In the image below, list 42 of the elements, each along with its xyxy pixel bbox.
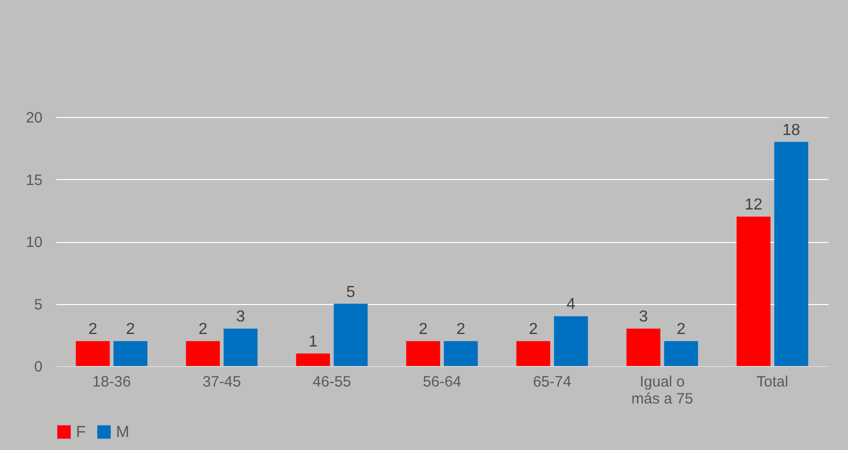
x-tick-label: 65-74 [532, 374, 572, 390]
x-tick-label: 37-45 [202, 374, 241, 390]
x-tick-label: 56-64 [422, 374, 462, 390]
bar [296, 354, 330, 366]
bar [186, 341, 220, 366]
bar [626, 328, 660, 366]
data-label: 1 [308, 334, 318, 351]
data-label: 2 [528, 321, 538, 338]
bar [114, 341, 148, 366]
bar [224, 328, 258, 366]
bar [406, 341, 440, 366]
x-tick-label: 18-36 [92, 374, 131, 390]
x-tick-label: 46-55 [312, 374, 352, 390]
data-label: 2 [126, 321, 135, 338]
data-label: 12 [744, 196, 763, 214]
bar [444, 341, 478, 366]
bar [774, 142, 808, 366]
x-tick-label: Total [756, 374, 788, 390]
x-tick-label: Igual o más a 75 [631, 374, 694, 408]
y-tick-label: 20 [26, 110, 42, 126]
y-tick-label: 10 [26, 234, 42, 251]
legend-label: M [116, 424, 130, 441]
bar [76, 341, 110, 366]
y-tick-label: 15 [26, 172, 42, 189]
bar [334, 304, 368, 366]
bar [664, 341, 698, 366]
bar [554, 316, 588, 366]
y-tick-label: 5 [34, 296, 42, 314]
legend-label: F [76, 424, 86, 441]
y-tick-label: 0 [34, 358, 42, 376]
data-label: 4 [566, 296, 576, 314]
data-label: 2 [198, 321, 208, 338]
bar [516, 341, 550, 366]
data-label: 2 [456, 321, 466, 338]
data-label: 3 [638, 308, 648, 326]
data-label: 5 [346, 284, 356, 301]
data-label: 2 [418, 321, 428, 338]
data-label: 3 [236, 308, 246, 326]
data-label: 2 [88, 321, 98, 338]
bar [736, 216, 770, 366]
data-label: 2 [676, 321, 686, 338]
data-label: 18 [782, 122, 800, 139]
